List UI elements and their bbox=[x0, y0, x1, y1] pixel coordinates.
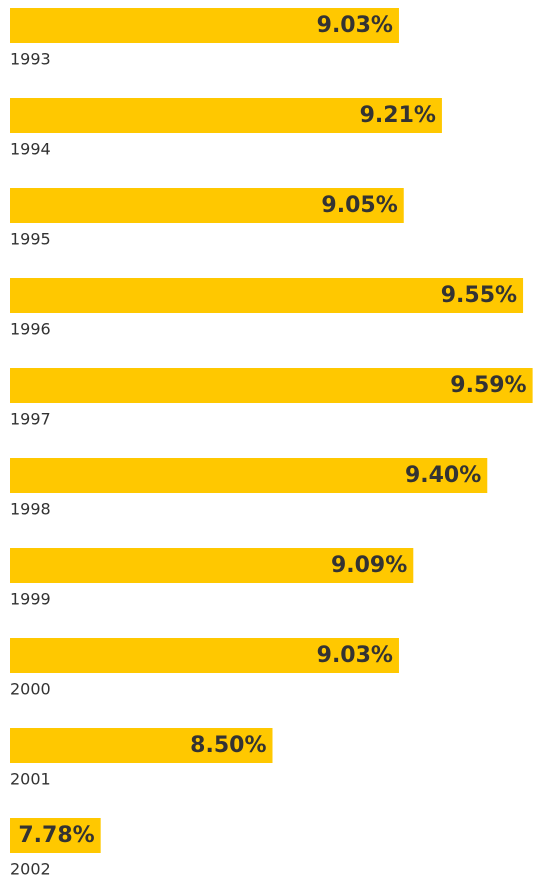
value-label: 9.21% bbox=[360, 103, 436, 128]
value-label: 9.03% bbox=[317, 13, 393, 38]
category-label: 1994 bbox=[10, 140, 51, 159]
value-label: 9.05% bbox=[321, 193, 397, 218]
category-label: 1995 bbox=[10, 230, 51, 249]
category-label: 1997 bbox=[10, 410, 51, 429]
category-label: 2000 bbox=[10, 680, 51, 699]
category-label: 1996 bbox=[10, 320, 51, 339]
value-label: 7.78% bbox=[18, 823, 94, 848]
value-label: 9.40% bbox=[405, 463, 481, 488]
bar bbox=[10, 368, 533, 403]
category-label: 1993 bbox=[10, 50, 51, 69]
bar bbox=[10, 188, 404, 223]
category-label: 2002 bbox=[10, 860, 51, 879]
category-label: 2001 bbox=[10, 770, 51, 789]
value-label: 8.50% bbox=[190, 733, 266, 758]
bar bbox=[10, 818, 101, 853]
value-label: 9.03% bbox=[317, 643, 393, 668]
bar bbox=[10, 548, 414, 583]
bar bbox=[10, 98, 442, 133]
category-label: 1999 bbox=[10, 590, 51, 609]
bar bbox=[10, 728, 273, 763]
value-label: 9.59% bbox=[450, 373, 526, 398]
category-label: 1998 bbox=[10, 500, 51, 519]
bar bbox=[10, 638, 399, 673]
bar bbox=[10, 458, 488, 493]
value-label: 9.09% bbox=[331, 553, 407, 578]
value-label: 9.55% bbox=[441, 283, 517, 308]
bar bbox=[10, 8, 399, 43]
bar bbox=[10, 278, 524, 313]
